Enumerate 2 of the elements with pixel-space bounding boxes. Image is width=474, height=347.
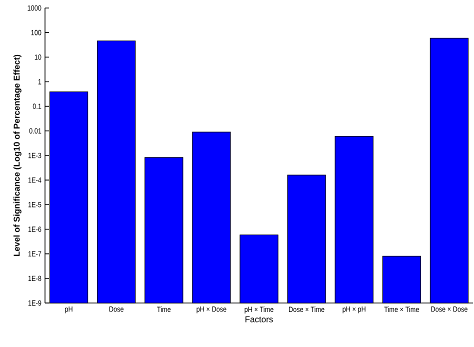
y-axis-title: Level of Significance (Log10 of Percentage Effect) [13,54,22,256]
x-axis-title: Factors [246,316,273,322]
